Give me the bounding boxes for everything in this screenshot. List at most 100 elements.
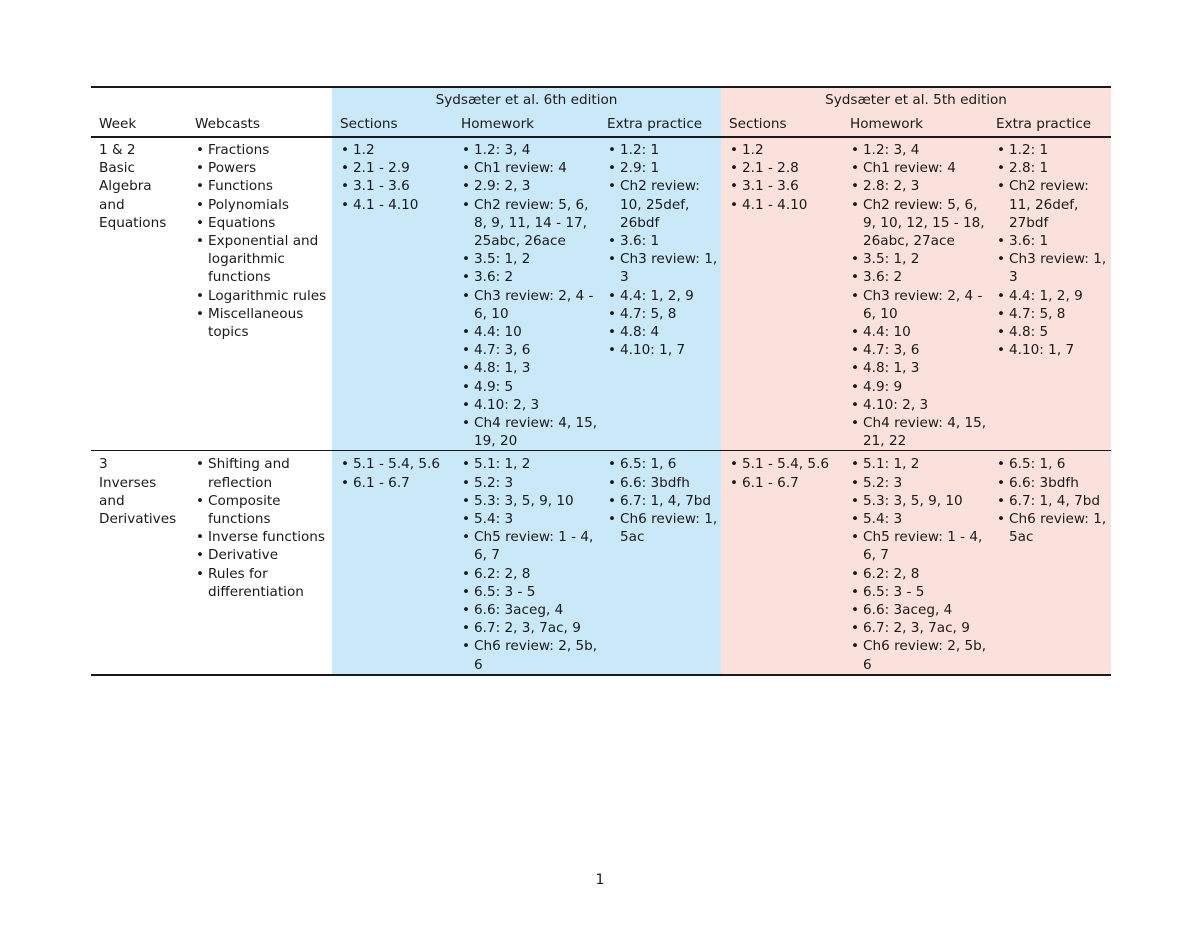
list-item: 4.7: 3, 6 xyxy=(850,341,988,359)
bullet-list: 1.22.1 - 2.93.1 - 3.64.1 - 4.10 xyxy=(340,141,453,214)
list-item: 5.3: 3, 5, 9, 10 xyxy=(850,492,988,510)
list-item: 6.6: 3bdfh xyxy=(996,474,1111,492)
list-item: 5.1 - 5.4, 5.6 xyxy=(340,455,453,473)
list-item: 2.1 - 2.9 xyxy=(340,159,453,177)
list-item: 4.10: 2, 3 xyxy=(461,396,599,414)
ed5-sections-cell: 1.22.1 - 2.83.1 - 3.64.1 - 4.10 xyxy=(721,137,842,451)
list-item: 6.1 - 6.7 xyxy=(340,474,453,492)
schedule-table: Sydsæter et al. 6th edition Sydsæter et … xyxy=(91,86,1111,676)
list-item: Ch3 review: 1, 3 xyxy=(996,250,1111,286)
bullet-list: 6.5: 1, 66.6: 3bdfh6.7: 1, 4, 7bdCh6 rev… xyxy=(607,455,721,546)
bullet-list: 1.22.1 - 2.83.1 - 3.64.1 - 4.10 xyxy=(729,141,842,214)
list-item: Ch2 review: 5, 6, 9, 10, 12, 15 - 18, 26… xyxy=(850,196,988,251)
col-ed5-homework-header: Homework xyxy=(842,112,988,138)
week-title-line: Equations xyxy=(99,214,167,231)
list-item: 2.8: 2, 3 xyxy=(850,177,988,195)
list-item: Ch5 review: 1 - 4, 6, 7 xyxy=(461,528,599,564)
list-item: 2.8: 1 xyxy=(996,159,1111,177)
list-item: 4.1 - 4.10 xyxy=(340,196,453,214)
list-item: 6.6: 3aceg, 4 xyxy=(461,601,599,619)
col-ed5-extra-header: Extra practice xyxy=(988,112,1111,138)
page-number: 1 xyxy=(595,872,605,888)
week-title-line: Derivatives xyxy=(99,511,177,528)
list-item: 2.9: 2, 3 xyxy=(461,177,599,195)
week-title-line: and xyxy=(99,492,125,509)
list-item: 5.4: 3 xyxy=(461,510,599,528)
list-item: Ch1 review: 4 xyxy=(850,159,988,177)
list-item: 6.5: 3 - 5 xyxy=(461,583,599,601)
list-item: 4.8: 1, 3 xyxy=(850,359,988,377)
list-item: Ch2 review: 5, 6, 8, 9, 11, 14 - 17, 25a… xyxy=(461,196,599,251)
bullet-list: 1.2: 12.8: 1Ch2 review: 11, 26def, 27bdf… xyxy=(996,141,1111,360)
list-item: 6.2: 2, 8 xyxy=(850,565,988,583)
list-item: 4.4: 10 xyxy=(850,323,988,341)
list-item: 1.2: 1 xyxy=(996,141,1111,159)
webcasts-cell: Shifting and reflectionComposite functio… xyxy=(187,450,332,676)
list-item: Equations xyxy=(195,214,332,232)
list-item: 1.2: 3, 4 xyxy=(850,141,988,159)
list-item: 6.1 - 6.7 xyxy=(729,474,842,492)
list-item: 6.5: 3 - 5 xyxy=(850,583,988,601)
bullet-list: 1.2: 3, 4Ch1 review: 42.9: 2, 3Ch2 revie… xyxy=(461,141,599,450)
list-item: 4.7: 5, 8 xyxy=(607,305,721,323)
list-item: 5.1: 1, 2 xyxy=(850,455,988,473)
ed5-homework-cell: 5.1: 1, 25.2: 35.3: 3, 5, 9, 105.4: 3Ch5… xyxy=(842,450,988,676)
list-item: 5.2: 3 xyxy=(461,474,599,492)
week-label-cell: 3 Inverses and Derivatives xyxy=(91,450,187,676)
ed6-extra-cell: 1.2: 12.9: 1Ch2 review: 10, 25def, 26bdf… xyxy=(599,137,721,451)
col-ed6-sections-header: Sections xyxy=(332,112,453,138)
list-item: Ch4 review: 4, 15, 19, 20 xyxy=(461,414,599,450)
ed5-homework-cell: 1.2: 3, 4Ch1 review: 42.8: 2, 3Ch2 revie… xyxy=(842,137,988,451)
list-item: Rules for differentiation xyxy=(195,565,332,601)
list-item: Miscellaneous topics xyxy=(195,305,332,341)
col-week-header: Week xyxy=(91,112,187,138)
bullet-list: 5.1 - 5.4, 5.66.1 - 6.7 xyxy=(340,455,453,492)
col-ed6-extra-header: Extra practice xyxy=(599,112,721,138)
list-item: 3.6: 2 xyxy=(850,268,988,286)
list-item: 2.9: 1 xyxy=(607,159,721,177)
list-item: 6.5: 1, 6 xyxy=(996,455,1111,473)
ed6-homework-cell: 5.1: 1, 25.2: 35.3: 3, 5, 9, 105.4: 3Ch5… xyxy=(453,450,599,676)
list-item: 6.6: 3aceg, 4 xyxy=(850,601,988,619)
list-item: Ch4 review: 4, 15, 21, 22 xyxy=(850,414,988,450)
column-header-row: Week Webcasts Sections Homework Extra pr… xyxy=(91,112,1111,138)
list-item: Ch3 review: 2, 4 - 6, 10 xyxy=(850,287,988,323)
list-item: 6.7: 1, 4, 7bd xyxy=(607,492,721,510)
list-item: 4.10: 1, 7 xyxy=(996,341,1111,359)
edition-6th-header: Sydsæter et al. 6th edition xyxy=(332,86,721,112)
list-item: Polynomials xyxy=(195,196,332,214)
edition-5th-header: Sydsæter et al. 5th edition xyxy=(721,86,1111,112)
list-item: Ch6 review: 1, 5ac xyxy=(996,510,1111,546)
list-item: Ch6 review: 1, 5ac xyxy=(607,510,721,546)
week-number: 1 & 2 xyxy=(99,142,136,158)
list-item: 4.4: 10 xyxy=(461,323,599,341)
week-title-line: Inverses xyxy=(99,474,157,491)
list-item: Ch5 review: 1 - 4, 6, 7 xyxy=(850,528,988,564)
ed6-extra-cell: 6.5: 1, 66.6: 3bdfh6.7: 1, 4, 7bdCh6 rev… xyxy=(599,450,721,676)
list-item: 1.2: 3, 4 xyxy=(461,141,599,159)
ed6-sections-cell: 1.22.1 - 2.93.1 - 3.64.1 - 4.10 xyxy=(332,137,453,451)
ed5-extra-cell: 6.5: 1, 66.6: 3bdfh6.7: 1, 4, 7bdCh6 rev… xyxy=(988,450,1111,676)
list-item: Functions xyxy=(195,177,332,195)
list-item: Ch1 review: 4 xyxy=(461,159,599,177)
list-item: 4.8: 5 xyxy=(996,323,1111,341)
list-item: 3.6: 1 xyxy=(996,232,1111,250)
list-item: 4.9: 5 xyxy=(461,378,599,396)
bullet-list: 1.2: 12.9: 1Ch2 review: 10, 25def, 26bdf… xyxy=(607,141,721,360)
list-item: 4.8: 4 xyxy=(607,323,721,341)
ed6-homework-cell: 1.2: 3, 4Ch1 review: 42.9: 2, 3Ch2 revie… xyxy=(453,137,599,451)
col-webcasts-header: Webcasts xyxy=(187,112,332,138)
list-item: 1.2 xyxy=(340,141,453,159)
list-item: 5.2: 3 xyxy=(850,474,988,492)
bullet-list: FractionsPowersFunctionsPolynomialsEquat… xyxy=(195,141,332,341)
ed5-extra-cell: 1.2: 12.8: 1Ch2 review: 11, 26def, 27bdf… xyxy=(988,137,1111,451)
list-item: 4.4: 1, 2, 9 xyxy=(607,287,721,305)
col-ed6-homework-header: Homework xyxy=(453,112,599,138)
ed5-sections-cell: 5.1 - 5.4, 5.66.1 - 6.7 xyxy=(721,450,842,676)
bullet-list: 5.1: 1, 25.2: 35.3: 3, 5, 9, 105.4: 3Ch5… xyxy=(461,455,599,672)
list-item: 3.6: 1 xyxy=(607,232,721,250)
list-item: 4.10: 2, 3 xyxy=(850,396,988,414)
bullet-list: 5.1 - 5.4, 5.66.1 - 6.7 xyxy=(729,455,842,492)
webcasts-cell: FractionsPowersFunctionsPolynomialsEquat… xyxy=(187,137,332,451)
